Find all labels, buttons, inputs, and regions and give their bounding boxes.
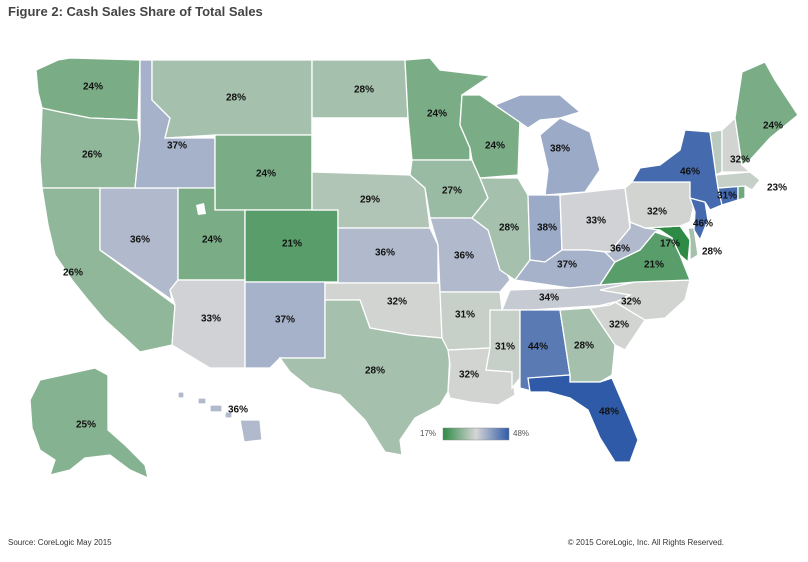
label-OH: 33% [586,216,606,227]
state-PA[interactable] [624,181,696,229]
label-NY: 46% [680,167,700,178]
state-NH[interactable] [721,116,752,173]
label-FL: 48% [599,407,619,418]
label-AL: 44% [528,342,548,353]
label-VA: 21% [644,260,664,271]
label-TX: 28% [365,366,385,377]
label-MD: 17% [660,239,680,250]
copyright-note: © 2015 CoreLogic, Inc. All Rights Reserv… [567,538,724,547]
label-DE: 28% [702,247,722,258]
legend-gradient-bar [442,427,510,441]
label-PA: 32% [647,207,667,218]
label-NE: 29% [360,195,380,206]
label-NC: 32% [621,297,641,308]
state-DE[interactable] [687,227,699,262]
label-WI: 24% [485,141,505,152]
state-shapes [29,57,799,480]
label-NV: 36% [130,235,150,246]
label-IN: 38% [537,223,557,234]
state-ME[interactable] [734,61,799,167]
label-KY: 37% [557,260,577,271]
state-SD[interactable] [311,117,411,176]
label-AZ: 33% [201,314,221,325]
label-SC: 32% [609,320,629,331]
state-KS[interactable] [337,227,439,284]
label-MI: 38% [550,144,570,155]
label-ID: 37% [167,141,187,152]
label-HI: 36% [228,405,248,416]
label-ND: 28% [354,85,374,96]
state-OR[interactable] [39,107,141,189]
label-NJ: 46% [693,219,713,230]
label-CA: 26% [63,268,83,279]
label-RI: 23% [767,183,787,194]
state-MD[interactable] [644,225,691,264]
label-IA: 27% [442,186,462,197]
state-AK[interactable] [29,367,149,480]
label-NH: 32% [730,155,750,166]
state-WI[interactable] [459,94,521,179]
label-IL: 28% [499,223,519,234]
label-KS: 36% [375,248,395,259]
label-TN: 34% [539,293,559,304]
label-MS: 31% [495,342,515,353]
label-WY: 24% [256,169,276,180]
label-NM: 37% [275,315,295,326]
label-AR: 31% [455,310,475,321]
state-IL[interactable] [471,177,531,281]
label-OK: 32% [387,297,407,308]
great-salt-lake [196,203,206,215]
label-CO: 21% [282,239,302,250]
state-TX[interactable] [278,299,451,456]
label-MN: 24% [427,109,447,120]
label-WV: 36% [610,244,630,255]
label-LA: 32% [459,370,479,381]
state-MI[interactable] [493,94,601,196]
label-GA: 28% [574,341,594,352]
label-OR: 26% [82,150,102,161]
label-MA: 31% [717,191,737,202]
legend-min-label: 17% [420,429,436,438]
label-MO: 36% [454,251,474,262]
label-AK: 25% [76,420,96,431]
color-legend: 17% 48% [420,427,529,441]
state-FL[interactable] [527,374,639,463]
source-note: Source: CoreLogic May 2015 [8,538,112,547]
state-value-labels: 24% 26% 26% 37% 36% 28% 24% 24% 33% 21% … [63,82,787,431]
legend-max-label: 48% [513,429,529,438]
figure-title: Figure 2: Cash Sales Share of Total Sale… [8,4,263,19]
state-RI[interactable] [737,185,746,201]
label-WA: 24% [83,82,103,93]
label-UT: 24% [202,235,222,246]
label-MT: 28% [226,93,246,104]
label-ME: 24% [763,121,783,132]
state-HI[interactable] [177,391,263,443]
